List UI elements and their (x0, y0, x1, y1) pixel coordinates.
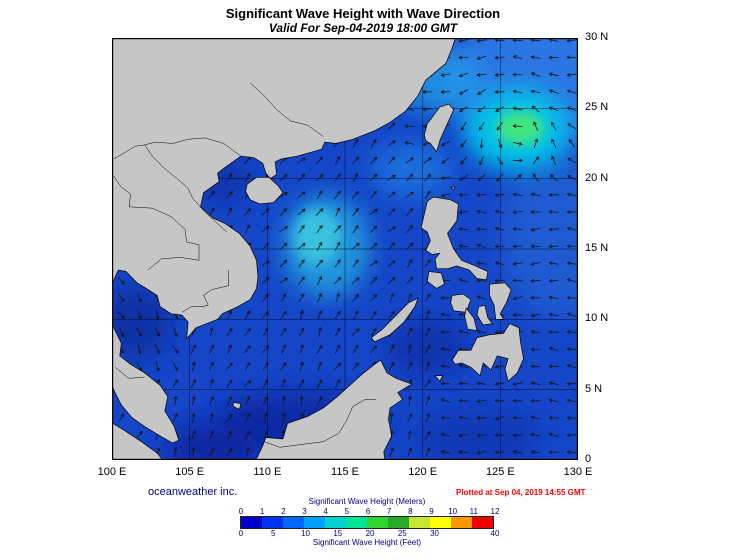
land-palawan (371, 297, 419, 343)
legend-segment-2 (283, 517, 304, 528)
feet-tick-30: 30 (430, 529, 439, 538)
land-jolo (434, 375, 444, 382)
meters-tick-8: 8 (408, 507, 413, 516)
feet-tick-10: 10 (301, 529, 310, 538)
land-natuna (232, 401, 242, 410)
land-hainan (245, 176, 284, 205)
legend-segment-1 (262, 517, 283, 528)
legend-segment-3 (304, 517, 325, 528)
land-cebu-bohol (476, 304, 493, 326)
lat-label-20n: 20 N (585, 171, 609, 184)
legend-segment-7 (388, 517, 409, 528)
feet-tick-5: 5 (271, 529, 276, 538)
legend-meters-label: Significant Wave Height (Meters) (308, 497, 426, 506)
feet-tick-15: 15 (333, 529, 343, 538)
border-kalimantan (264, 399, 377, 448)
meters-tick-10: 10 (448, 507, 458, 516)
border-laos-thailand (113, 175, 200, 246)
feature-sulu-sea-low (386, 319, 468, 376)
feature-luzon-strait (371, 142, 453, 199)
feature-scs-central-core (293, 208, 341, 265)
border-pearl-river (250, 82, 324, 137)
meters-tick-12: 12 (490, 507, 500, 516)
land-mindoro (426, 271, 445, 289)
legend-segment-8 (409, 517, 430, 528)
border-thailand-malaysia (114, 367, 145, 379)
legend-color-bar (240, 516, 494, 529)
land-babuyan (450, 186, 456, 191)
legend-segment-6 (367, 517, 388, 528)
feet-tick-0: 0 (238, 529, 244, 538)
land-mindanao (451, 323, 524, 382)
feature-pacific-mid (500, 150, 578, 320)
plotted-timestamp: Plotted at Sep 04, 2019 14:55 GMT (456, 488, 586, 497)
lon-label-125e: 125 E (485, 466, 515, 478)
border-cambodia-vietnam (181, 270, 229, 313)
country-border-lines (113, 82, 377, 448)
lat-label-30n: 30 N (585, 31, 609, 43)
legend-segment-11 (472, 517, 493, 528)
map-frame (112, 38, 578, 460)
land-sumatra (112, 422, 164, 460)
oceanweather-credit: oceanweather inc. (148, 486, 238, 498)
legend-segment-0 (241, 517, 262, 528)
lat-label-10n: 10 N (585, 312, 609, 325)
legend-segment-10 (451, 517, 472, 528)
land-samar-leyte (489, 282, 512, 320)
feet-tick-40: 40 (490, 529, 500, 538)
legend-feet-label: Significant Wave Height (Feet) (312, 538, 422, 547)
meters-tick-11: 11 (469, 507, 478, 516)
lat-label-5n: 5 N (585, 382, 603, 395)
chart-title: Significant Wave Height with Wave Direct… (225, 6, 501, 21)
lat-label-0: 0 (585, 453, 592, 465)
map-area (112, 38, 578, 460)
wave-map (112, 38, 578, 460)
feature-celebes-sea-low (414, 408, 540, 460)
lat-label-25n: 25 N (585, 101, 609, 114)
meters-tick-2: 2 (281, 507, 286, 516)
land-luzon (420, 196, 489, 281)
lat-label-15n: 15 N (585, 242, 609, 254)
legend-feet-ticks: 0 5 10 15 20 25 30 40 (207, 529, 527, 538)
feature-typhoon-core (497, 111, 544, 145)
meters-tick-1: 1 (259, 507, 265, 516)
land-negros (464, 307, 478, 331)
feature-gulf-of-thailand-low (112, 285, 172, 359)
border-china-vietnam (113, 137, 242, 160)
land-layer (112, 38, 524, 460)
meters-tick-9: 9 (429, 507, 434, 516)
land-taiwan (423, 103, 455, 153)
legend-segment-4 (325, 517, 346, 528)
lon-label-100e: 100 E (97, 466, 127, 478)
meters-tick-7: 7 (386, 507, 392, 516)
legend-segment-5 (346, 517, 367, 528)
land-borneo (255, 359, 413, 460)
feet-tick-20: 20 (365, 529, 375, 538)
land-mainland-asia (112, 38, 456, 444)
meters-tick-3: 3 (302, 507, 307, 516)
legend-segment-9 (430, 517, 451, 528)
lon-label-110e: 110 E (253, 466, 282, 478)
legend-meters-ticks: 0 1 2 3 4 5 6 7 8 9 10 11 12 (207, 507, 527, 516)
lon-label-115e: 115 E (331, 466, 359, 478)
meters-tick-4: 4 (323, 507, 328, 516)
meters-tick-6: 6 (365, 507, 371, 516)
border-cambodia-north (147, 244, 200, 271)
meters-tick-5: 5 (344, 507, 350, 516)
meters-tick-0: 0 (238, 507, 244, 516)
lon-label-105e: 105 E (175, 466, 205, 478)
chart-subtitle: Valid For Sep-04-2019 18:00 GMT (268, 21, 458, 35)
border-vietnam-laos (144, 144, 228, 233)
feet-tick-25: 25 (397, 529, 407, 538)
lon-label-130e: 130 E (563, 466, 593, 478)
lon-label-120e: 120 E (408, 466, 438, 478)
